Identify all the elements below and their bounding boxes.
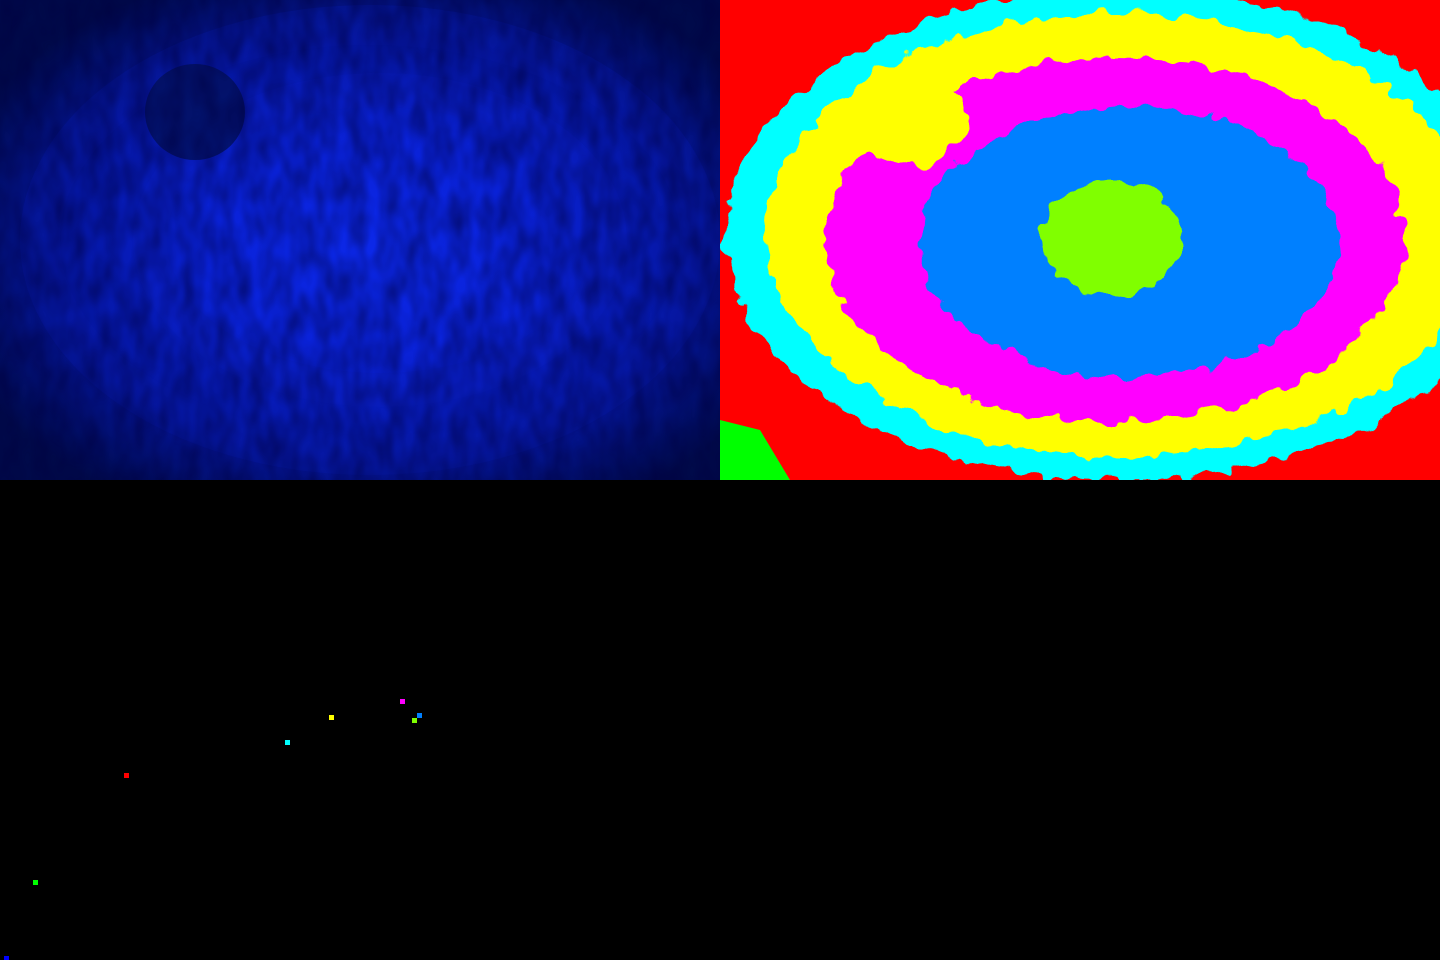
centroid-panel (0, 480, 720, 960)
centroid-marker (412, 718, 417, 723)
centroid-marker (417, 713, 422, 718)
segmented-image (720, 0, 1440, 480)
region-yellow-blob (850, 75, 970, 165)
centroid-marker (33, 880, 38, 885)
centroid-marker (124, 773, 129, 778)
empty-panel (720, 480, 1440, 960)
original-image-panel (0, 0, 720, 480)
texture-overlay (0, 0, 720, 480)
original-image (0, 0, 720, 480)
centroid-plot (4, 699, 422, 960)
centroid-marker (329, 715, 334, 720)
segmented-image-panel (720, 0, 1440, 480)
region-green (720, 420, 790, 480)
centroid-marker (4, 956, 9, 960)
centroid-marker (285, 740, 290, 745)
centroid-marker (400, 699, 405, 704)
region-lime (1042, 180, 1182, 296)
